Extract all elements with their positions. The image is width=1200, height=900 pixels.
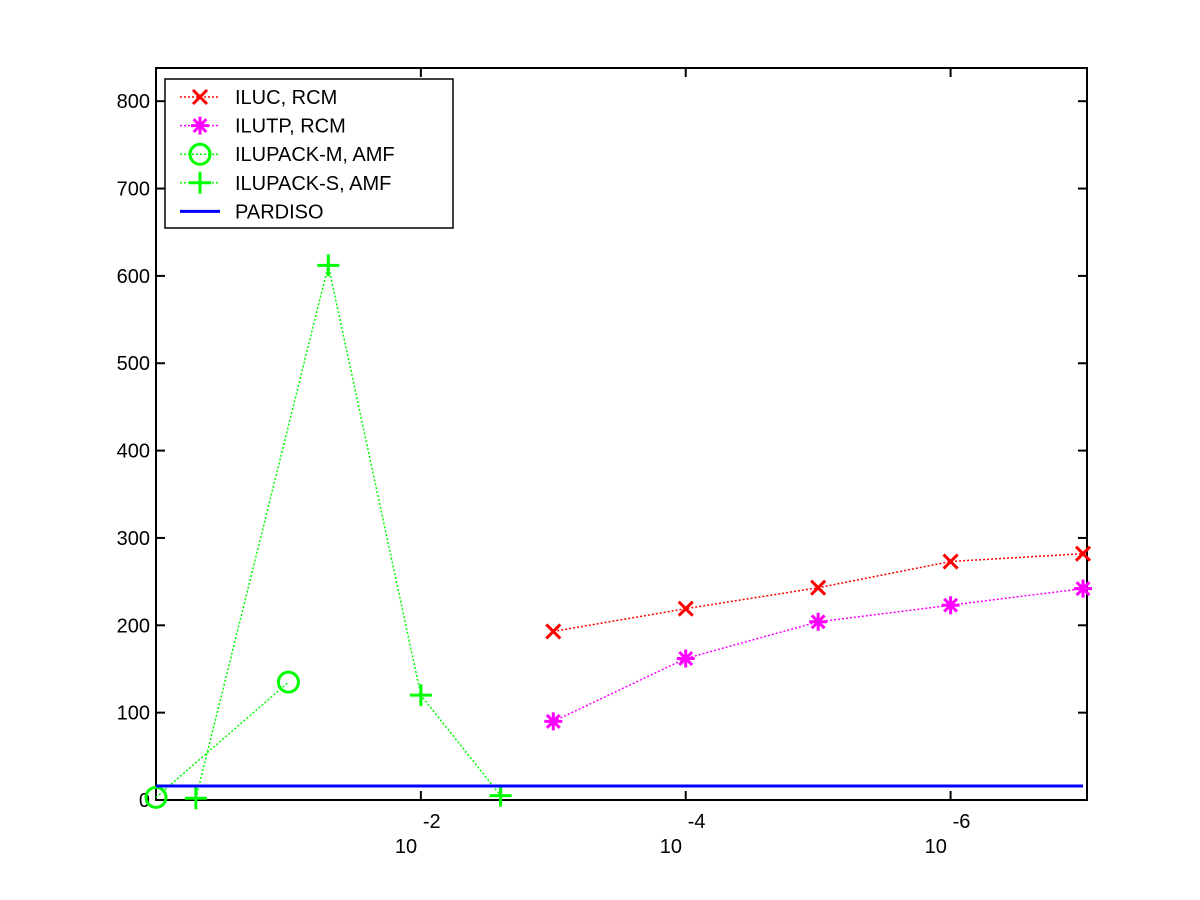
series-0-x-marker	[677, 600, 694, 617]
series-1-asterisk-marker	[941, 596, 960, 615]
y-tick-label: 0	[139, 790, 150, 812]
legend-entry: ILUPACK-M, AMF	[180, 142, 395, 166]
series-0-x-marker	[810, 579, 827, 596]
y-tick-label: 800	[117, 91, 150, 113]
series-3-plus-marker	[184, 787, 207, 810]
legend-x-marker	[191, 88, 209, 106]
legend-plus-marker	[189, 171, 211, 194]
legend-asterisk-marker	[191, 116, 209, 135]
series-1	[544, 579, 1093, 731]
legend-label: ILUPACK-S, AMF	[235, 173, 391, 195]
x-tick-label-base: 10	[660, 836, 682, 858]
y-axis: 0 100 200 300 400 500 600 700 800	[117, 91, 1087, 812]
series-1-asterisk-marker	[809, 612, 828, 631]
y-tick-label: 300	[117, 528, 150, 550]
legend: ILUC, RCM ILUTP, RCM ILUPACK-M, AMF ILUPACK…	[164, 78, 454, 229]
legend-label: ILUPACK-M, AMF	[235, 144, 395, 166]
y-tick-label: 500	[117, 353, 150, 375]
series-2-line	[155, 681, 289, 798]
series-3-plus-marker	[317, 254, 340, 277]
series-layer	[144, 254, 1093, 810]
series-0-x-marker	[545, 623, 562, 640]
axes-frame	[155, 67, 1088, 801]
x-tick-label-exponent: -4	[688, 811, 706, 833]
y-tick-label: 100	[117, 703, 150, 725]
series-0-x-marker	[1074, 545, 1092, 562]
series-1-asterisk-marker	[1074, 579, 1093, 598]
legend-label: PARDISO	[235, 201, 324, 223]
series-2-circle-marker	[276, 670, 300, 694]
legend-label: ILUC, RCM	[235, 87, 337, 109]
legend-entry: ILUC, RCM	[180, 87, 337, 109]
y-tick-label: 400	[117, 441, 150, 463]
series-1-asterisk-marker	[676, 649, 695, 668]
x-tick-label-base: 10	[395, 836, 417, 858]
y-tick-label: 200	[117, 615, 150, 637]
y-tick-label: 700	[117, 179, 150, 201]
series-0-x-marker	[942, 553, 959, 570]
legend-entry: ILUTP, RCM	[180, 116, 346, 138]
series-1-asterisk-marker	[544, 712, 563, 731]
x-tick-label-exponent: -6	[953, 811, 971, 833]
legend-circle-marker	[188, 142, 212, 166]
x-tick-label-exponent: -2	[423, 811, 441, 833]
series-3-line	[195, 265, 502, 799]
legend-label: ILUTP, RCM	[235, 116, 346, 138]
series-3	[184, 254, 512, 810]
series-3-plus-marker	[409, 684, 432, 707]
x-axis: 10 -2 10 -4 10 -6	[395, 68, 971, 858]
series-0	[545, 545, 1092, 640]
series-1-line	[552, 587, 1084, 723]
legend-entry: ILUPACK-S, AMF	[180, 171, 391, 195]
x-tick-label-base: 10	[925, 836, 947, 858]
plot-area-border	[155, 67, 1088, 801]
y-tick-label: 600	[117, 266, 150, 288]
legend-entry: PARDISO	[180, 201, 324, 223]
series-3-plus-marker	[489, 784, 512, 807]
